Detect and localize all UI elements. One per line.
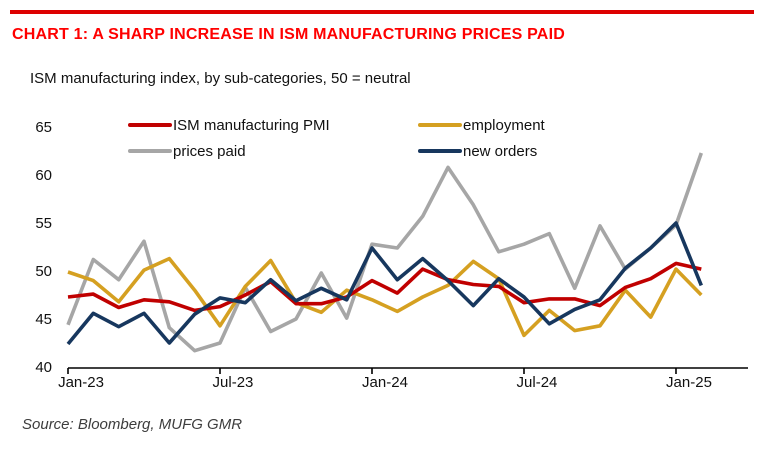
x-tick-label-jan-23: Jan-23 bbox=[58, 374, 104, 391]
legend-label: ISM manufacturing PMI bbox=[173, 116, 330, 134]
legend-item-employment: employment bbox=[418, 116, 545, 134]
legend-label: new orders bbox=[463, 142, 538, 160]
legend-line-swatch bbox=[418, 149, 462, 153]
chart-title: CHART 1: A SHARP INCREASE IN ISM MANUFAC… bbox=[12, 26, 565, 43]
x-tick-label-jan-24: Jan-24 bbox=[362, 374, 408, 391]
y-tick-label-45: 45 bbox=[35, 311, 52, 328]
legend-label: prices paid bbox=[173, 142, 246, 160]
series-line-employment bbox=[67, 256, 703, 338]
y-tick-label-40: 40 bbox=[35, 359, 52, 376]
series-line-ism-manufacturing-pmi bbox=[67, 261, 702, 313]
y-tick-label-60: 60 bbox=[35, 167, 52, 184]
series-line-prices-paid bbox=[66, 152, 703, 353]
legend-label: employment bbox=[463, 116, 545, 134]
x-tick-label-jan-25: Jan-25 bbox=[666, 374, 712, 391]
legend-item-prices-paid: prices paid bbox=[128, 142, 246, 160]
legend-line-swatch bbox=[128, 149, 172, 153]
legend-line-swatch bbox=[418, 123, 462, 127]
title-accent-bar bbox=[10, 10, 754, 14]
x-tick-label-jul-24: Jul-24 bbox=[516, 374, 558, 391]
chart-subtitle: ISM manufacturing index, by sub-categori… bbox=[30, 70, 411, 87]
source-attribution: Source: Bloomberg, MUFG GMR bbox=[22, 416, 243, 433]
y-tick-label-55: 55 bbox=[35, 215, 52, 232]
legend-item-ism-manufacturing-pmi: ISM manufacturing PMI bbox=[128, 116, 330, 134]
y-tick-label-65: 65 bbox=[35, 119, 52, 136]
legend-item-new-orders: new orders bbox=[418, 142, 538, 160]
legend-line-swatch bbox=[128, 123, 172, 127]
series-line-new-orders bbox=[66, 221, 703, 346]
y-tick-label-50: 50 bbox=[35, 263, 52, 280]
x-tick-label-jul-23: Jul-23 bbox=[212, 374, 254, 391]
